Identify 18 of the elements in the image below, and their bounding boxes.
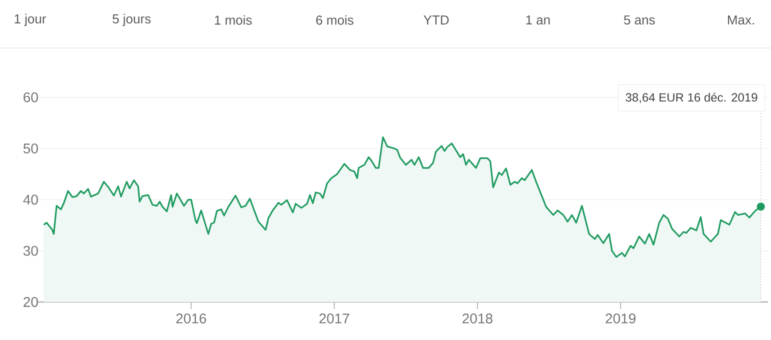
x-tick-label: 2018 xyxy=(462,314,492,324)
text: 5 ans xyxy=(624,15,655,25)
text: 6 mois xyxy=(316,15,354,25)
text: Max. xyxy=(728,15,754,25)
x-tick-label: 2016 xyxy=(176,314,206,324)
text: YTD xyxy=(424,16,449,24)
y-tick-label: 40 xyxy=(23,194,38,205)
y-tick-label: 30 xyxy=(23,246,38,256)
x-tick-label: 2019 xyxy=(606,314,636,324)
x-tick-label: 2017 xyxy=(319,314,350,324)
y-tick-label: 50 xyxy=(23,144,38,154)
y-tick-label: 60 xyxy=(24,92,38,102)
text: 1 an xyxy=(526,15,550,25)
text: 1 mois xyxy=(214,15,252,25)
text: 5 jours xyxy=(112,14,151,26)
y-tick-label: 20 xyxy=(24,297,38,307)
annotation: 38,64 EUR 16 déc. 2019 xyxy=(626,92,758,104)
text: 1 jour xyxy=(14,14,46,26)
